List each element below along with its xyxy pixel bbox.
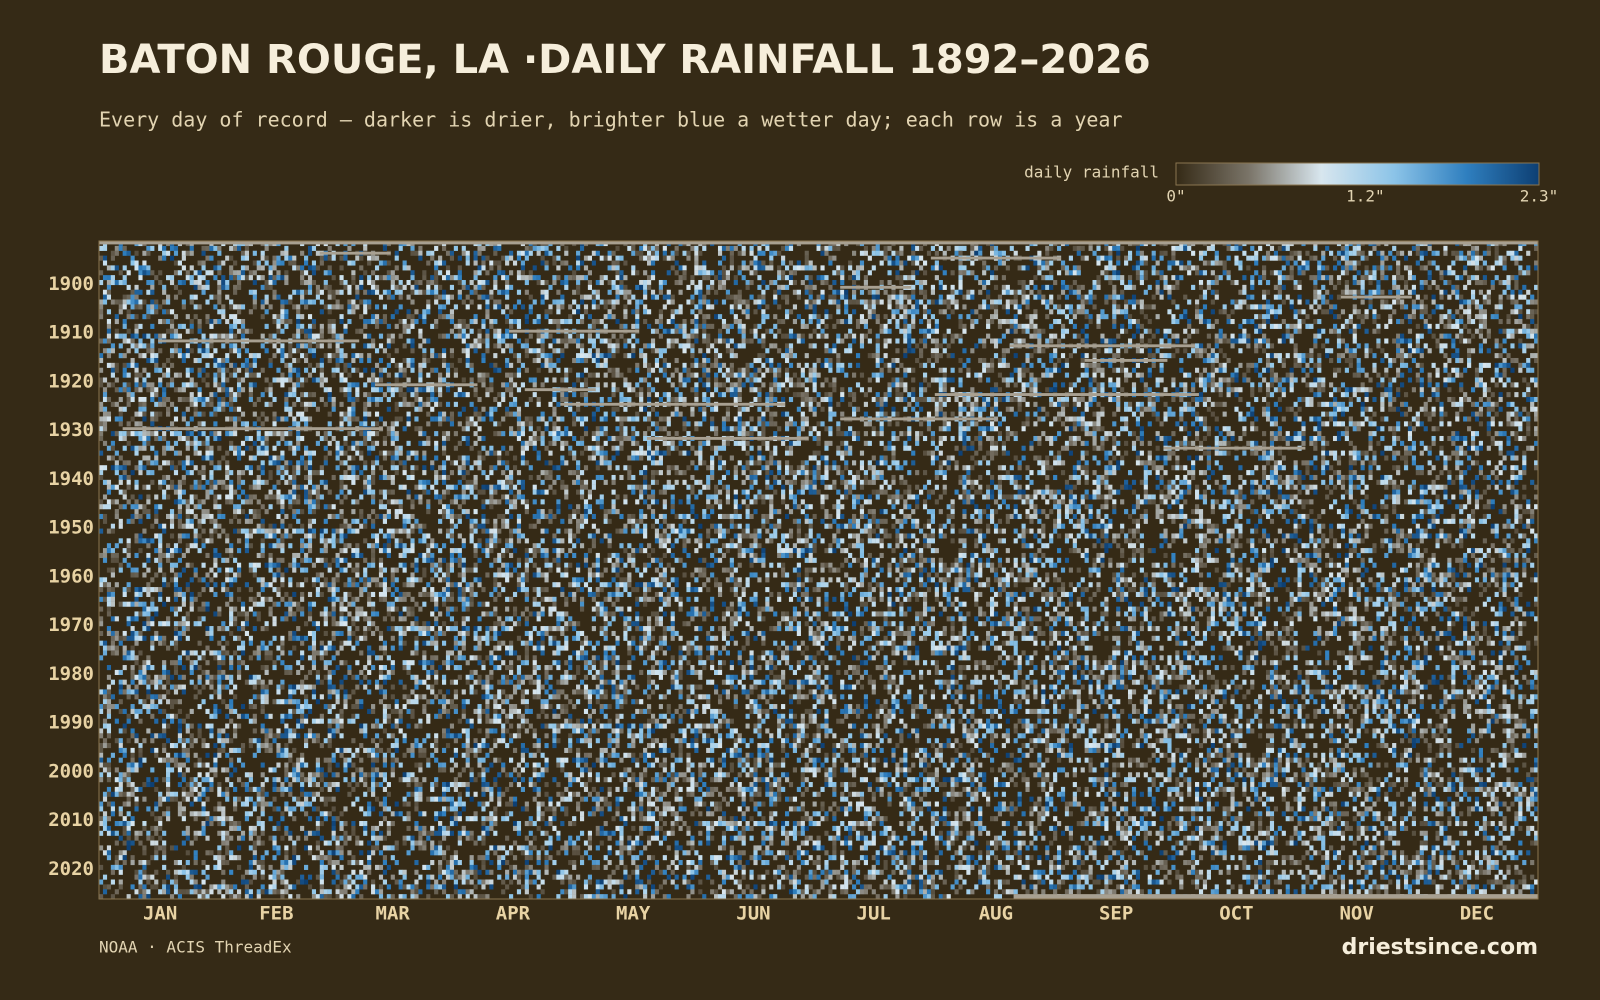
colorbar-tick-label: 2.3" bbox=[1520, 187, 1559, 206]
x-tick-label: JUN bbox=[736, 903, 770, 925]
x-tick-label: MAR bbox=[376, 903, 411, 925]
y-tick-label: 1960 bbox=[48, 565, 94, 587]
colorbar-tick-label: 0" bbox=[1166, 187, 1185, 206]
colorbar-label: daily rainfall bbox=[1024, 163, 1159, 182]
y-tick-label: 2020 bbox=[48, 858, 94, 880]
y-tick-label: 1920 bbox=[48, 370, 94, 392]
y-tick-label: 2000 bbox=[48, 760, 94, 782]
y-tick-label: 1940 bbox=[48, 468, 94, 490]
x-tick-label: FEB bbox=[259, 903, 293, 925]
x-tick-label: JUL bbox=[857, 903, 891, 925]
y-tick-label: 1980 bbox=[48, 663, 94, 685]
y-tick-label: 1970 bbox=[48, 614, 94, 636]
y-tick-label: 1950 bbox=[48, 517, 94, 539]
colorbar bbox=[1175, 162, 1540, 186]
x-tick-label: JAN bbox=[143, 903, 177, 925]
y-tick-label: 1930 bbox=[48, 419, 94, 441]
heatmap-cells bbox=[99, 241, 1539, 900]
x-tick-label: AUG bbox=[979, 903, 1013, 925]
x-tick-label: DEC bbox=[1460, 903, 1494, 925]
y-tick-label: 1990 bbox=[48, 712, 94, 734]
x-tick-label: APR bbox=[496, 903, 531, 925]
y-tick-label: 2010 bbox=[48, 809, 94, 831]
source: NOAA · ACIS ThreadEx bbox=[99, 938, 292, 957]
y-tick-label: 1910 bbox=[48, 322, 94, 344]
colorbar-tick-label: 1.2" bbox=[1346, 187, 1385, 206]
chart-subtitle: Every day of record — darker is drier, b… bbox=[99, 108, 1123, 132]
x-tick-label: SEP bbox=[1099, 903, 1133, 925]
chart-title: BATON ROUGE, LA ·DAILY RAINFALL 1892–202… bbox=[99, 37, 1151, 83]
brand: driestsince.com bbox=[1342, 935, 1538, 960]
x-tick-label: MAY bbox=[616, 903, 651, 925]
x-tick-label: NOV bbox=[1339, 903, 1373, 925]
plot-frame bbox=[98, 240, 1539, 900]
y-tick-label: 1900 bbox=[48, 273, 94, 295]
x-tick-label: OCT bbox=[1219, 903, 1253, 925]
